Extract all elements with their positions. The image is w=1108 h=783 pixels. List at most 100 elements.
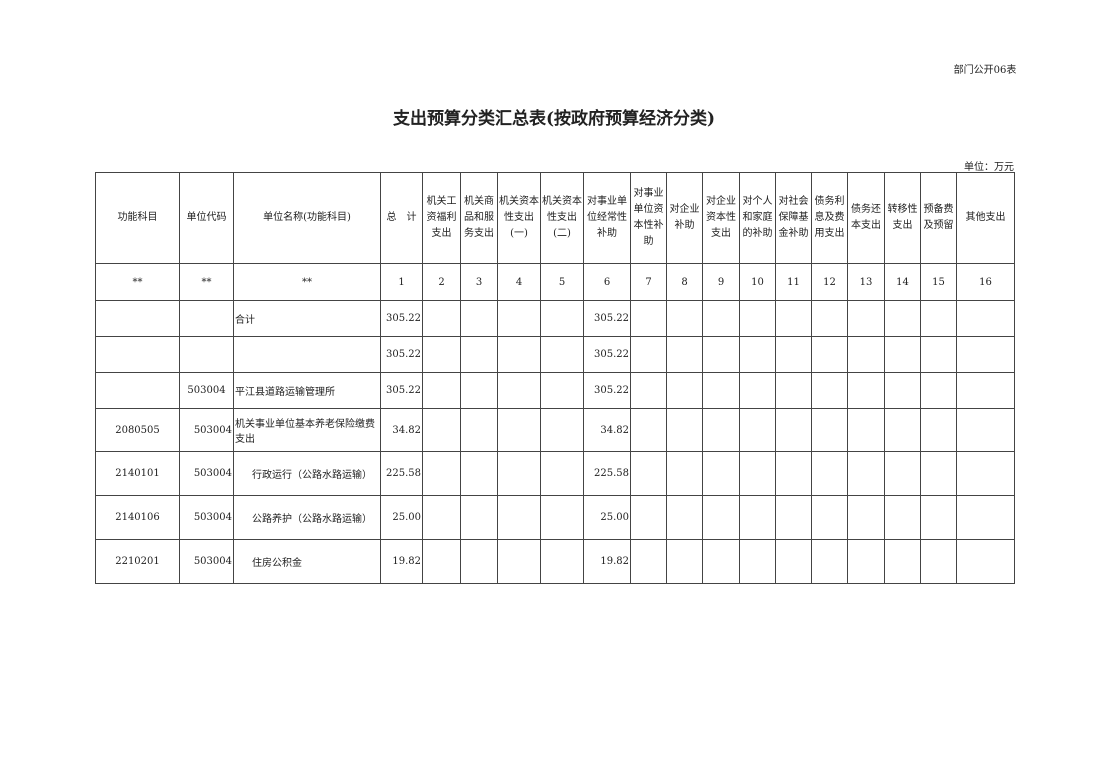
total-cell: 305.22 (380, 372, 423, 409)
amount-cell (666, 539, 703, 584)
amount-cell (460, 300, 498, 337)
amount-cell (956, 336, 1015, 373)
amount-cell (497, 336, 541, 373)
amount-cell (630, 451, 667, 496)
index-cell: 15 (920, 263, 957, 301)
amount-cell (497, 451, 541, 496)
amount-cell: 305.22 (583, 300, 631, 337)
function-code-cell: 2140106 (95, 495, 180, 540)
amount-cell (460, 539, 498, 584)
amount-cell (739, 372, 776, 409)
unit-code-cell: 503004 (179, 495, 234, 540)
amount-cell (702, 539, 740, 584)
amount-cell (422, 408, 461, 452)
amount-cell (422, 539, 461, 584)
index-cell: 2 (422, 263, 461, 301)
column-header: 单位代码 (179, 172, 234, 264)
column-header: 机关商品和服务支出 (460, 172, 498, 264)
total-cell: 25.00 (380, 495, 423, 540)
function-code-cell (95, 300, 180, 337)
amount-cell (920, 408, 957, 452)
amount-cell (497, 372, 541, 409)
amount-cell (540, 300, 584, 337)
unit-code-cell (179, 336, 234, 373)
function-code-cell (95, 336, 180, 373)
index-cell: 16 (956, 263, 1015, 301)
amount-cell (884, 300, 921, 337)
column-header: 总 计 (380, 172, 423, 264)
amount-cell (702, 495, 740, 540)
amount-cell (702, 336, 740, 373)
column-header: 转移性支出 (884, 172, 921, 264)
unit-name-cell (233, 336, 381, 373)
amount-cell (811, 300, 848, 337)
column-header: 功能科目 (95, 172, 180, 264)
index-cell: 10 (739, 263, 776, 301)
unit-name-cell: 机关事业单位基本养老保险缴费支出 (233, 408, 381, 452)
amount-cell (811, 372, 848, 409)
amount-cell (775, 372, 812, 409)
amount-cell (422, 495, 461, 540)
amount-cell (847, 372, 885, 409)
table-row: 2210201 503004 住房公积金 19.82 19.82 (95, 539, 1015, 584)
column-header: 预备费及预留 (920, 172, 957, 264)
unit-code-cell: 503004 (179, 408, 234, 452)
amount-cell (739, 300, 776, 337)
table-row: 合计 305.22 305.22 (95, 300, 1015, 337)
unit-name-cell: 平江县道路运输管理所 (233, 372, 381, 409)
amount-cell (884, 539, 921, 584)
index-cell: 5 (540, 263, 584, 301)
amount-cell (775, 336, 812, 373)
total-cell: 305.22 (380, 300, 423, 337)
amount-cell (884, 372, 921, 409)
amount-cell (920, 372, 957, 409)
index-cell: ** (179, 263, 234, 301)
index-cell: 14 (884, 263, 921, 301)
amount-cell (956, 408, 1015, 452)
amount-cell (666, 408, 703, 452)
amount-cell (775, 408, 812, 452)
amount-cell (630, 336, 667, 373)
amount-cell (666, 451, 703, 496)
amount-cell (630, 300, 667, 337)
amount-cell: 225.58 (583, 451, 631, 496)
amount-cell (540, 372, 584, 409)
amount-cell (739, 495, 776, 540)
amount-cell (540, 451, 584, 496)
unit-code-cell (179, 300, 234, 337)
index-cell: 6 (583, 263, 631, 301)
amount-cell (811, 451, 848, 496)
amount-cell (630, 495, 667, 540)
amount-cell (775, 539, 812, 584)
amount-cell (630, 539, 667, 584)
amount-cell (460, 495, 498, 540)
amount-cell (847, 336, 885, 373)
amount-cell (956, 495, 1015, 540)
total-cell: 305.22 (380, 336, 423, 373)
index-cell: 1 (380, 263, 423, 301)
amount-cell (497, 408, 541, 452)
index-cell: ** (95, 263, 180, 301)
index-cell: 9 (702, 263, 740, 301)
amount-cell (920, 451, 957, 496)
amount-cell (811, 539, 848, 584)
table-row: 2140101 503004 行政运行（公路水路运输） 225.58 225.58 (95, 451, 1015, 496)
total-cell: 19.82 (380, 539, 423, 584)
amount-cell: 305.22 (583, 372, 631, 409)
function-code-cell: 2080505 (95, 408, 180, 452)
column-header: 债务还本支出 (847, 172, 885, 264)
amount-cell (884, 336, 921, 373)
amount-cell (739, 336, 776, 373)
amount-cell (920, 495, 957, 540)
index-cell: 11 (775, 263, 812, 301)
amount-cell (460, 372, 498, 409)
amount-cell (497, 495, 541, 540)
index-cell: 13 (847, 263, 885, 301)
function-code-cell: 2140101 (95, 451, 180, 496)
document-number: 部门公开06表 (953, 65, 1017, 76)
unit-name-cell: 合计 (233, 300, 381, 337)
column-header: 对社会保障基金补助 (775, 172, 812, 264)
amount-cell (775, 300, 812, 337)
amount-cell (920, 539, 957, 584)
